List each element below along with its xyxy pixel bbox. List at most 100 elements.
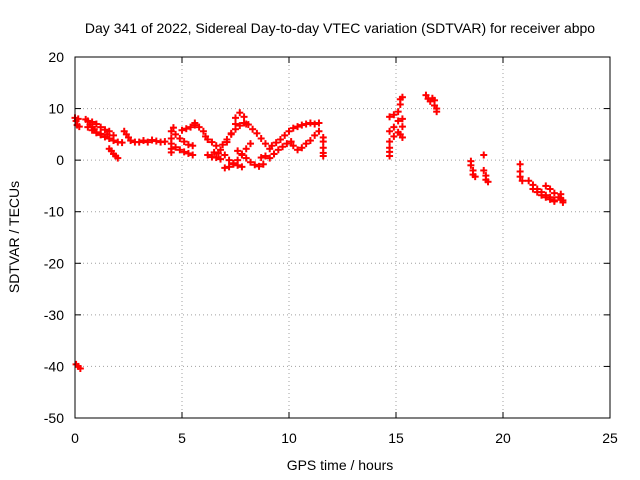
data-point bbox=[315, 127, 323, 135]
data-point bbox=[114, 154, 122, 162]
grid bbox=[75, 57, 610, 418]
data-point bbox=[246, 140, 254, 148]
data-point bbox=[270, 150, 278, 158]
data-point bbox=[471, 173, 479, 181]
data-point bbox=[217, 146, 225, 154]
data-point bbox=[559, 198, 567, 206]
data-point bbox=[398, 115, 406, 123]
data-point bbox=[97, 123, 105, 131]
y-tick-label: -50 bbox=[44, 410, 64, 426]
data-point bbox=[261, 152, 269, 160]
data-point bbox=[394, 108, 402, 116]
data-point bbox=[525, 177, 533, 185]
data-point bbox=[276, 136, 284, 144]
data-point bbox=[257, 154, 265, 162]
x-tick-label: 20 bbox=[495, 430, 511, 446]
data-point bbox=[195, 123, 203, 131]
data-point bbox=[311, 131, 319, 139]
x-axis-label: GPS time / hours bbox=[287, 457, 394, 473]
data-point bbox=[251, 161, 259, 169]
data-point bbox=[101, 133, 109, 141]
data-point bbox=[74, 115, 82, 123]
data-point bbox=[178, 126, 186, 134]
plot-frame bbox=[74, 56, 611, 419]
data-point bbox=[542, 193, 550, 201]
data-point bbox=[306, 137, 314, 145]
data-point bbox=[480, 151, 488, 159]
data-point bbox=[242, 145, 250, 153]
data-point bbox=[249, 125, 257, 133]
data-point bbox=[529, 185, 537, 193]
data-point bbox=[161, 138, 169, 146]
data-point bbox=[139, 137, 147, 145]
data-point bbox=[261, 140, 269, 148]
data-point bbox=[221, 164, 229, 172]
y-tick-label: -40 bbox=[44, 358, 64, 374]
data-point bbox=[386, 138, 394, 146]
y-tick-label: -10 bbox=[44, 204, 64, 220]
data-point bbox=[319, 138, 327, 146]
data-point bbox=[289, 124, 297, 132]
data-point bbox=[204, 151, 212, 159]
data-point bbox=[240, 113, 248, 121]
x-tick-label: 10 bbox=[281, 430, 297, 446]
data-point bbox=[88, 118, 96, 126]
data-point bbox=[189, 142, 197, 150]
data-point bbox=[212, 142, 220, 150]
data-point bbox=[238, 151, 246, 159]
data-point bbox=[191, 119, 199, 127]
data-point bbox=[84, 117, 92, 125]
data-point bbox=[118, 139, 126, 147]
data-point bbox=[176, 146, 184, 154]
data-point bbox=[390, 111, 398, 119]
data-point bbox=[234, 147, 242, 155]
chart-title: Day 341 of 2022, Sidereal Day-to-day VTE… bbox=[85, 20, 595, 36]
data-point bbox=[302, 120, 310, 128]
x-tick-label: 15 bbox=[388, 430, 404, 446]
data-point bbox=[148, 136, 156, 144]
data-point bbox=[550, 189, 558, 197]
data-point bbox=[390, 123, 398, 131]
data-point bbox=[386, 113, 394, 121]
data-point bbox=[214, 149, 222, 157]
data-point bbox=[152, 137, 160, 145]
data-point bbox=[298, 121, 306, 129]
data-point bbox=[398, 133, 406, 141]
data-point bbox=[88, 126, 96, 134]
data-point bbox=[480, 166, 488, 174]
data-point bbox=[266, 154, 274, 162]
data-point bbox=[229, 160, 237, 168]
data-point bbox=[398, 123, 406, 131]
data-point bbox=[180, 138, 188, 146]
data-point bbox=[101, 126, 109, 134]
data-point bbox=[255, 162, 263, 170]
data-point bbox=[246, 158, 254, 166]
data-point bbox=[394, 117, 402, 125]
data-point bbox=[236, 109, 244, 117]
y-tick-label: 20 bbox=[48, 49, 64, 65]
data-point bbox=[232, 120, 239, 128]
data-point bbox=[311, 120, 319, 128]
data-point bbox=[234, 156, 242, 164]
data-point bbox=[189, 151, 197, 159]
data-point bbox=[176, 134, 184, 142]
data-point bbox=[294, 123, 302, 131]
x-tick-label: 25 bbox=[602, 430, 618, 446]
y-tick-label: 0 bbox=[56, 152, 64, 168]
x-tick-label: 0 bbox=[71, 430, 79, 446]
data-point bbox=[110, 137, 118, 145]
data-point bbox=[484, 178, 492, 186]
data-point bbox=[208, 138, 216, 146]
data-point bbox=[518, 177, 526, 185]
y-tick-label: -20 bbox=[44, 255, 64, 271]
data-point bbox=[232, 114, 239, 122]
data-point bbox=[180, 148, 188, 156]
data-point bbox=[253, 129, 261, 137]
y-tick-label: 10 bbox=[48, 101, 64, 117]
data-point bbox=[422, 91, 430, 99]
data-point bbox=[225, 163, 233, 171]
data-point bbox=[390, 132, 398, 140]
data-point bbox=[210, 148, 218, 156]
data-point bbox=[227, 129, 235, 137]
data-point bbox=[75, 123, 83, 131]
